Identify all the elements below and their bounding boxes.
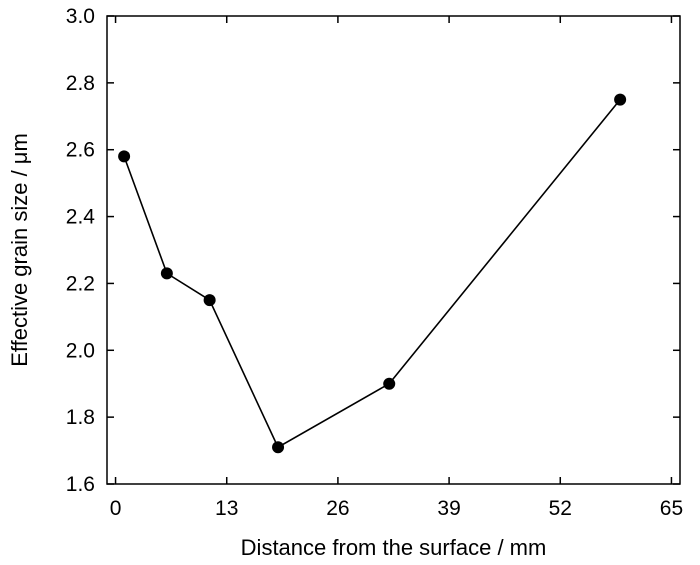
y-tick-label: 2.4 [66, 206, 96, 229]
series-line [123, 99, 621, 449]
data-point [203, 294, 216, 307]
y-tick-label: 1.8 [66, 406, 95, 429]
y-tick-label: 2.2 [66, 272, 95, 295]
y-axis-title: Effective grain size / μm [7, 133, 32, 367]
data-point [118, 150, 131, 163]
x-tick-label: 65 [660, 497, 683, 520]
y-tick-label: 1.6 [66, 473, 95, 496]
x-tick-label: 0 [110, 497, 122, 520]
x-tick-label: 26 [326, 497, 349, 520]
data-point [160, 267, 173, 280]
x-axis-title: Distance from the surface / mm [241, 535, 547, 560]
data-point [383, 377, 396, 390]
y-tick-label: 2.8 [66, 72, 95, 95]
x-axis-tick-labels: 0 13 26 39 52 65 [110, 497, 683, 520]
plot-area-frame [106, 15, 681, 485]
data-point [614, 93, 627, 106]
series-points [118, 93, 627, 454]
x-tick-label: 52 [549, 497, 572, 520]
y-tick-label: 2.6 [66, 139, 95, 162]
y-axis-ticks [107, 15, 680, 485]
y-axis-tick-labels: 1.6 1.8 2.0 2.2 2.4 2.6 2.8 3.0 [66, 5, 96, 496]
x-tick-label: 13 [215, 497, 238, 520]
x-axis-ticks [114, 16, 673, 484]
data-point [272, 441, 285, 454]
y-tick-label: 3.0 [66, 5, 95, 28]
y-tick-label: 2.0 [66, 339, 95, 362]
x-tick-label: 39 [437, 497, 460, 520]
series-lines [123, 99, 621, 449]
